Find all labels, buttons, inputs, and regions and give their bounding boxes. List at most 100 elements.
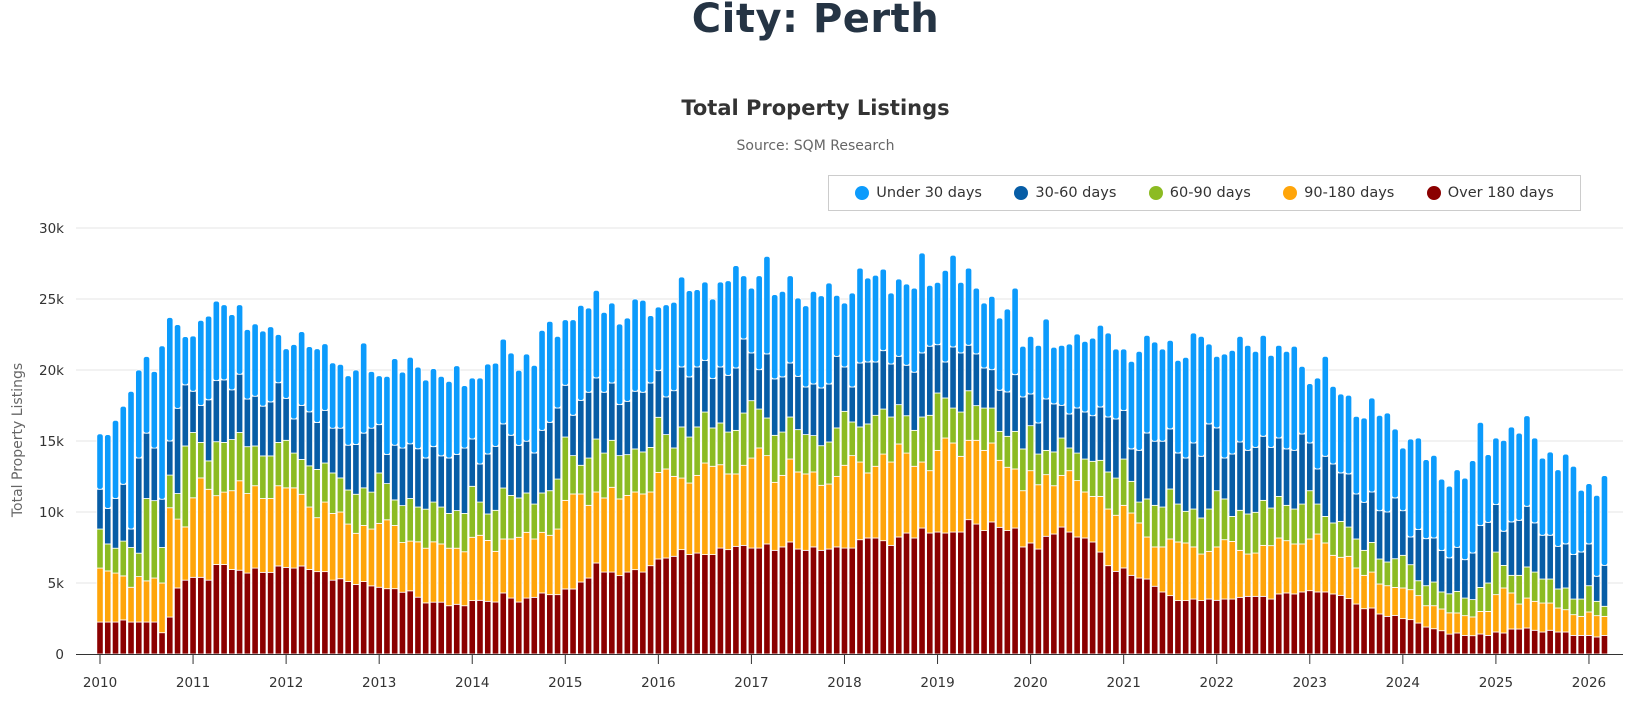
bar-2017-08 <box>802 305 810 655</box>
y-tick-label: 0 <box>55 647 64 663</box>
bar-segment-under-30-days <box>685 290 693 378</box>
bar-segment-over-180-days <box>1368 607 1376 655</box>
bar-segment-60-90-days <box>1267 507 1275 547</box>
bar-segment-30-60-days <box>1213 427 1221 492</box>
bar-segment-60-90-days <box>1422 585 1430 607</box>
bar-segment-over-180-days <box>631 569 639 655</box>
bar-segment-30-60-days <box>584 391 593 459</box>
bar-segment-90-180-days <box>701 462 709 556</box>
bar-segment-30-60-days <box>926 345 934 416</box>
bar-segment-under-30-days <box>1538 457 1547 536</box>
legend-item-under-30-days[interactable]: Under 30 days <box>855 185 982 201</box>
bar-segment-60-90-days <box>678 426 686 479</box>
legend-item-30-60-days[interactable]: 30-60 days <box>1014 185 1116 201</box>
bar-segment-30-60-days <box>189 390 197 433</box>
bar-segment-90-180-days <box>809 471 818 548</box>
x-tick-label: 2011 <box>176 675 210 691</box>
bar-segment-60-90-days <box>1430 581 1438 607</box>
bar-segment-90-180-days <box>1515 603 1523 630</box>
bar-2011-09 <box>251 323 259 655</box>
bar-segment-90-180-days <box>584 504 593 579</box>
bar-segment-under-30-days <box>569 319 577 416</box>
bar-segment-under-30-days <box>360 342 368 434</box>
bar-segment-90-180-days <box>329 513 337 581</box>
bar-segment-over-180-days <box>740 544 748 655</box>
bar-segment-90-180-days <box>166 507 174 618</box>
bar-segment-30-60-days <box>1298 433 1306 505</box>
bar-segment-60-90-days <box>1585 585 1593 613</box>
bar-segment-30-60-days <box>1189 442 1198 510</box>
bar-segment-under-30-days <box>1120 348 1128 412</box>
bar-segment-30-60-days <box>290 418 298 454</box>
bar-segment-60-90-days <box>1438 591 1446 610</box>
bar-segment-30-60-days <box>135 457 143 554</box>
bar-segment-30-60-days <box>771 378 779 436</box>
bar-2013-04 <box>398 371 407 655</box>
bar-2019-05 <box>964 267 973 655</box>
bar-segment-under-30-days <box>1445 485 1453 559</box>
bar-segment-60-90-days <box>1554 588 1562 609</box>
bar-segment-over-180-days <box>228 569 236 655</box>
bar-segment-90-180-days <box>1453 612 1461 634</box>
bar-segment-60-90-days <box>1562 587 1570 611</box>
legend-item-90-180-days[interactable]: 90-180 days <box>1283 185 1394 201</box>
bar-2022-11 <box>1290 345 1298 655</box>
bar-2022-01 <box>1213 355 1221 655</box>
bar-segment-over-180-days <box>1554 631 1562 655</box>
bar-segment-under-30-days <box>918 252 926 354</box>
bar-segment-30-60-days <box>204 399 213 462</box>
bar-segment-30-60-days <box>235 373 244 433</box>
bar-segment-under-30-days <box>1065 343 1073 415</box>
bar-segment-over-180-days <box>1414 622 1422 655</box>
bar-segment-over-180-days <box>1236 596 1244 655</box>
bar-segment-under-30-days <box>809 290 818 385</box>
bar-segment-under-30-days <box>429 368 438 448</box>
bar-segment-90-180-days <box>740 464 748 546</box>
bar-segment-30-60-days <box>1120 410 1128 460</box>
bar-segment-30-60-days <box>367 427 376 493</box>
bar-segment-60-90-days <box>848 421 856 457</box>
bar-segment-under-30-days <box>608 302 616 384</box>
bar-segment-30-60-days <box>608 382 616 441</box>
bar-segment-30-60-days <box>1143 432 1151 500</box>
bar-segment-over-180-days <box>1096 551 1104 655</box>
bar-2024-03 <box>1414 437 1422 655</box>
bar-segment-60-90-days <box>654 416 662 473</box>
bar-segment-under-30-days <box>1151 341 1159 442</box>
bar-segment-60-90-days <box>685 436 693 484</box>
bar-segment-90-180-days <box>1469 616 1477 637</box>
bar-2025-10 <box>1562 453 1570 655</box>
bar-2024-04 <box>1422 459 1430 655</box>
bar-segment-under-30-days <box>1050 346 1058 405</box>
bar-2013-10 <box>445 380 453 655</box>
bar-segment-60-90-days <box>158 547 166 584</box>
legend-item-over-180-days[interactable]: Over 180 days <box>1426 185 1554 201</box>
bar-segment-under-30-days <box>825 282 833 385</box>
bar-2025-04 <box>1515 432 1523 655</box>
bar-segment-over-180-days <box>491 601 500 655</box>
bar-segment-30-60-days <box>1523 505 1531 568</box>
bar-segment-60-90-days <box>344 489 352 525</box>
legend-item-60-90-days[interactable]: 60-90 days <box>1148 185 1251 201</box>
bar-segment-over-180-days <box>189 576 197 655</box>
bar-segment-30-60-days <box>1174 452 1182 505</box>
bar-2016-05 <box>685 290 693 655</box>
bar-segment-under-30-days <box>1360 417 1368 503</box>
bar-segment-90-180-days <box>1391 587 1399 616</box>
bar-2014-05 <box>499 338 507 655</box>
bar-2013-12 <box>460 385 469 655</box>
bar-segment-under-30-days <box>1321 355 1329 457</box>
bar-2020-10 <box>1096 324 1104 655</box>
bar-segment-30-60-days <box>181 384 189 447</box>
bar-segment-30-60-days <box>1337 472 1345 522</box>
bar-segment-60-90-days <box>1104 471 1112 510</box>
bar-segment-over-180-days <box>553 594 562 655</box>
bar-2018-12 <box>926 284 934 655</box>
bar-segment-60-90-days <box>243 446 251 494</box>
bar-segment-60-90-days <box>1189 508 1198 548</box>
bar-segment-90-180-days <box>1189 546 1198 600</box>
bar-segment-90-180-days <box>957 455 965 533</box>
bar-segment-30-60-days <box>856 362 864 428</box>
bar-segment-under-30-days <box>1166 339 1174 430</box>
bar-segment-over-180-days <box>476 599 484 655</box>
